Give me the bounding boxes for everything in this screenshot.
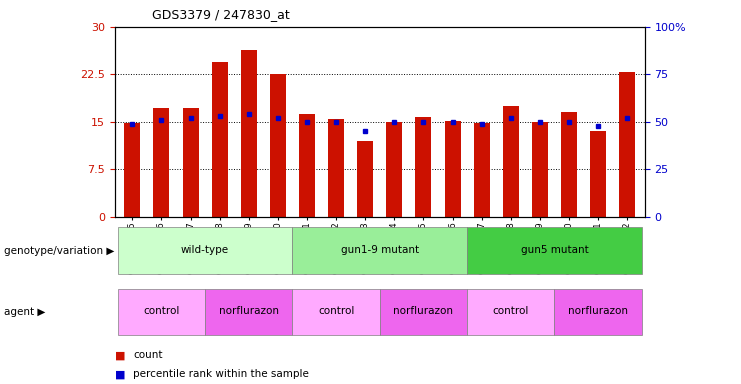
Bar xyxy=(124,123,140,217)
Bar xyxy=(293,227,467,274)
Text: gun1-9 mutant: gun1-9 mutant xyxy=(341,245,419,255)
Bar xyxy=(118,289,205,335)
Bar xyxy=(357,141,373,217)
Bar xyxy=(328,119,344,217)
Bar xyxy=(467,289,554,335)
Text: control: control xyxy=(143,306,179,316)
Bar xyxy=(561,113,577,217)
Bar xyxy=(379,289,467,335)
Bar xyxy=(118,227,293,274)
Text: genotype/variation ▶: genotype/variation ▶ xyxy=(4,245,114,256)
Text: norflurazon: norflurazon xyxy=(568,306,628,316)
Text: agent ▶: agent ▶ xyxy=(4,307,45,317)
Bar xyxy=(554,289,642,335)
Bar xyxy=(212,62,227,217)
Bar xyxy=(502,106,519,217)
Text: percentile rank within the sample: percentile rank within the sample xyxy=(133,369,309,379)
Text: control: control xyxy=(318,306,354,316)
Text: gun5 mutant: gun5 mutant xyxy=(520,245,588,255)
Text: ■: ■ xyxy=(115,350,125,360)
Text: wild-type: wild-type xyxy=(181,245,229,255)
Bar xyxy=(270,74,286,217)
Text: norflurazon: norflurazon xyxy=(393,306,453,316)
Bar xyxy=(205,289,293,335)
Text: GDS3379 / 247830_at: GDS3379 / 247830_at xyxy=(152,8,290,21)
Bar xyxy=(619,73,635,217)
Bar xyxy=(386,122,402,217)
Bar xyxy=(473,122,490,217)
Bar xyxy=(416,118,431,217)
Bar xyxy=(299,114,315,217)
Bar xyxy=(532,122,548,217)
Bar xyxy=(182,108,199,217)
Bar xyxy=(590,131,606,217)
Bar xyxy=(293,289,379,335)
Text: count: count xyxy=(133,350,163,360)
Text: ■: ■ xyxy=(115,369,125,379)
Text: norflurazon: norflurazon xyxy=(219,306,279,316)
Bar xyxy=(467,227,642,274)
Bar xyxy=(445,121,461,217)
Bar xyxy=(241,50,257,217)
Text: control: control xyxy=(493,306,529,316)
Bar xyxy=(153,108,170,217)
